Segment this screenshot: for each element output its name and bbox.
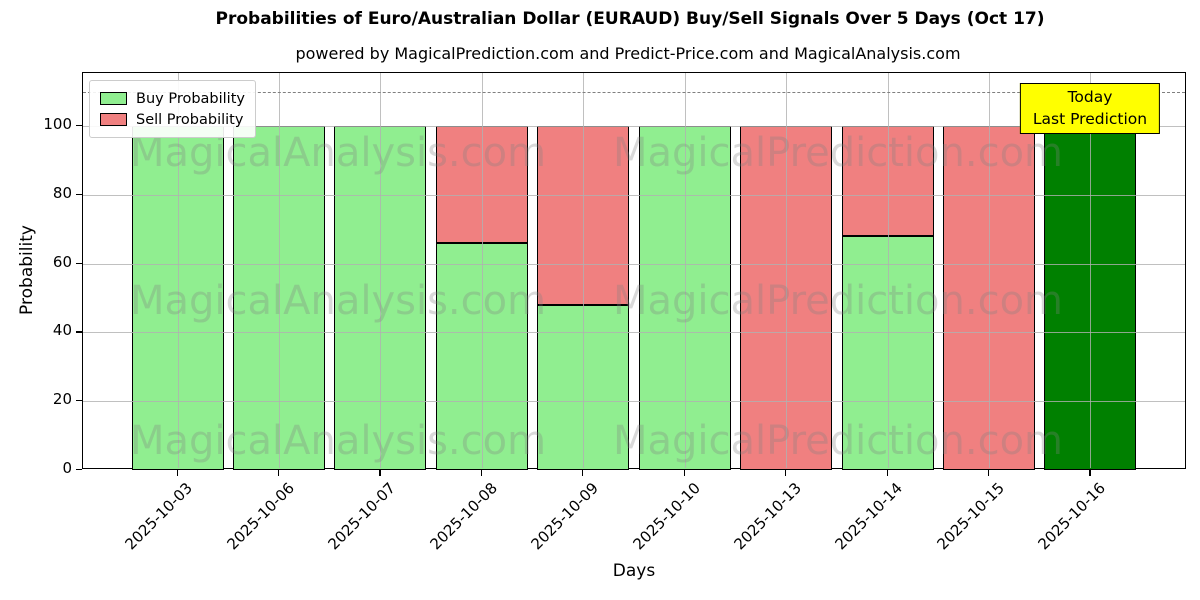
- h-gridline: [83, 194, 1185, 196]
- watermark-text: MagicalPrediction.com: [613, 278, 1063, 324]
- dashed-threshold-line: [83, 91, 1185, 93]
- legend-label: Sell Probability: [136, 111, 244, 128]
- x-tick-mark: [683, 470, 685, 476]
- x-tick-label: 2025-10-16: [1034, 479, 1110, 554]
- h-gridline: [83, 263, 1185, 265]
- v-gridline: [481, 73, 483, 468]
- watermark-text: MagicalPrediction.com: [613, 418, 1063, 464]
- sell-swatch-icon: [100, 113, 127, 126]
- v-gridline: [380, 73, 382, 468]
- legend-item-buy: Buy Probability: [100, 88, 245, 109]
- watermark-text: MagicalAnalysis.com: [129, 278, 547, 324]
- h-gridline: [83, 332, 1185, 334]
- watermark-text: MagicalPrediction.com: [613, 130, 1063, 176]
- y-tick-mark: [76, 262, 82, 264]
- x-tick-label: 2025-10-10: [629, 479, 704, 554]
- y-tick-mark: [76, 331, 82, 333]
- plot-area: Buy Probability Sell Probability Today L…: [82, 72, 1186, 470]
- x-tick-label: 2025-10-15: [933, 479, 1008, 554]
- legend-label: Buy Probability: [136, 90, 245, 107]
- x-tick-mark: [1089, 470, 1091, 476]
- x-tick-label: 2025-10-06: [223, 479, 298, 554]
- y-tick-label: 40: [52, 321, 72, 340]
- buy-swatch-icon: [100, 92, 127, 105]
- legend-item-sell: Sell Probability: [100, 109, 245, 130]
- v-gridline: [786, 73, 788, 468]
- x-tick-label: 2025-10-09: [527, 479, 602, 554]
- x-tick-mark: [176, 470, 178, 476]
- v-gridline: [583, 73, 585, 468]
- x-tick-label: 2025-10-03: [121, 479, 197, 554]
- v-gridline: [684, 73, 686, 468]
- x-tick-mark: [379, 470, 381, 476]
- today-annotation-line1: Today: [1067, 88, 1113, 106]
- today-annotation-line2: Last Prediction: [1032, 110, 1148, 129]
- today-annotation: Today Last Prediction: [1019, 83, 1161, 134]
- v-gridline: [278, 73, 280, 468]
- x-tick-mark: [886, 470, 888, 476]
- v-gridline: [887, 73, 889, 468]
- y-axis-title: Probability: [17, 225, 37, 315]
- y-tick-mark: [76, 193, 82, 195]
- x-tick-label: 2025-10-07: [324, 479, 400, 554]
- y-tick-label: 60: [52, 252, 72, 271]
- x-tick-label: 2025-10-08: [426, 479, 501, 554]
- y-tick-mark: [76, 400, 82, 402]
- x-tick-label: 2025-10-13: [730, 479, 805, 554]
- x-tick-mark: [277, 470, 280, 476]
- h-gridline: [83, 126, 1185, 127]
- x-axis-title: Days: [612, 561, 656, 581]
- x-tick-mark: [582, 470, 584, 476]
- y-tick-label: 20: [52, 390, 72, 409]
- v-gridline: [1090, 73, 1092, 468]
- v-gridline: [177, 73, 179, 468]
- x-tick-mark: [480, 470, 482, 476]
- h-gridline: [83, 401, 1185, 403]
- y-tick-mark: [76, 469, 82, 471]
- x-tick-mark: [785, 470, 787, 476]
- watermark-text: MagicalAnalysis.com: [129, 418, 547, 464]
- v-gridline: [989, 73, 991, 468]
- x-tick-mark: [988, 470, 990, 476]
- y-tick-mark: [76, 125, 82, 127]
- legend: Buy Probability Sell Probability: [89, 80, 256, 138]
- y-tick-label: 80: [52, 183, 72, 202]
- y-tick-label: 100: [43, 115, 72, 133]
- y-tick-label: 0: [62, 459, 72, 477]
- x-tick-label: 2025-10-14: [831, 479, 907, 554]
- chart-title: Probabilities of Euro/Australian Dollar …: [215, 9, 1045, 29]
- chart-subtitle: powered by MagicalPrediction.com and Pre…: [295, 44, 961, 63]
